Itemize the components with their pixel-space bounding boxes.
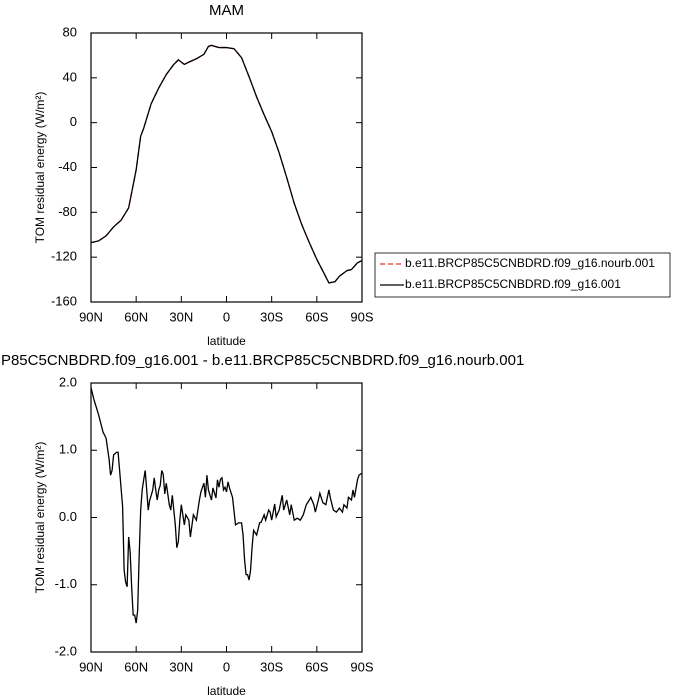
data-line bbox=[90, 44, 363, 284]
x-tick-label: 90S bbox=[350, 659, 373, 674]
y-tick-label: -2.0 bbox=[55, 643, 77, 658]
x-tick-label: 30S bbox=[260, 659, 283, 674]
y-tick-label: 80 bbox=[63, 24, 77, 39]
y-tick-label: -80 bbox=[58, 204, 77, 219]
data-line bbox=[90, 387, 363, 624]
plot-frame bbox=[90, 32, 363, 303]
y-tick-label: -40 bbox=[58, 159, 77, 174]
data-line bbox=[90, 44, 363, 284]
legend-box bbox=[374, 252, 671, 298]
x-tick-label: 60N bbox=[124, 309, 148, 324]
x-tick-label: 90N bbox=[79, 309, 103, 324]
y-tick-label: 2.0 bbox=[59, 374, 77, 389]
chart-title: MAM bbox=[209, 2, 244, 19]
legend-label: b.e11.BRCP85C5CNBDRD.f09_g16.001 bbox=[405, 277, 621, 291]
x-tick-label: 90S bbox=[350, 309, 373, 324]
x-axis-label: latitude bbox=[207, 684, 246, 698]
y-tick-label: 1.0 bbox=[59, 442, 77, 457]
x-tick-label: 90N bbox=[79, 659, 103, 674]
x-tick-label: 30S bbox=[260, 309, 283, 324]
y-tick-label: 0.0 bbox=[59, 509, 77, 524]
x-tick-label: 60S bbox=[305, 309, 328, 324]
y-tick-label: -1.0 bbox=[55, 576, 77, 591]
x-tick-label: 30N bbox=[169, 309, 193, 324]
chart-title: b.e11.BRCP85C5CNBDRD.f09_g16.001 - b.e11… bbox=[0, 352, 524, 369]
x-tick-label: 0 bbox=[223, 309, 230, 324]
legend-label: b.e11.BRCP85C5CNBDRD.f09_g16.nourb.001 bbox=[405, 256, 655, 270]
y-tick-label: -160 bbox=[51, 293, 77, 308]
x-axis-label: latitude bbox=[207, 334, 246, 348]
x-tick-label: 0 bbox=[223, 659, 230, 674]
y-axis-label: TOM residual energy (W/m²) bbox=[33, 92, 47, 244]
x-tick-label: 30N bbox=[169, 659, 193, 674]
plot-frame bbox=[90, 382, 363, 653]
y-tick-label: -120 bbox=[51, 249, 77, 264]
x-tick-label: 60N bbox=[124, 659, 148, 674]
y-tick-label: 0 bbox=[70, 114, 77, 129]
y-tick-label: 40 bbox=[63, 69, 77, 84]
x-tick-label: 60S bbox=[305, 659, 328, 674]
y-axis-label: TOM residual energy (W/m²) bbox=[33, 442, 47, 594]
